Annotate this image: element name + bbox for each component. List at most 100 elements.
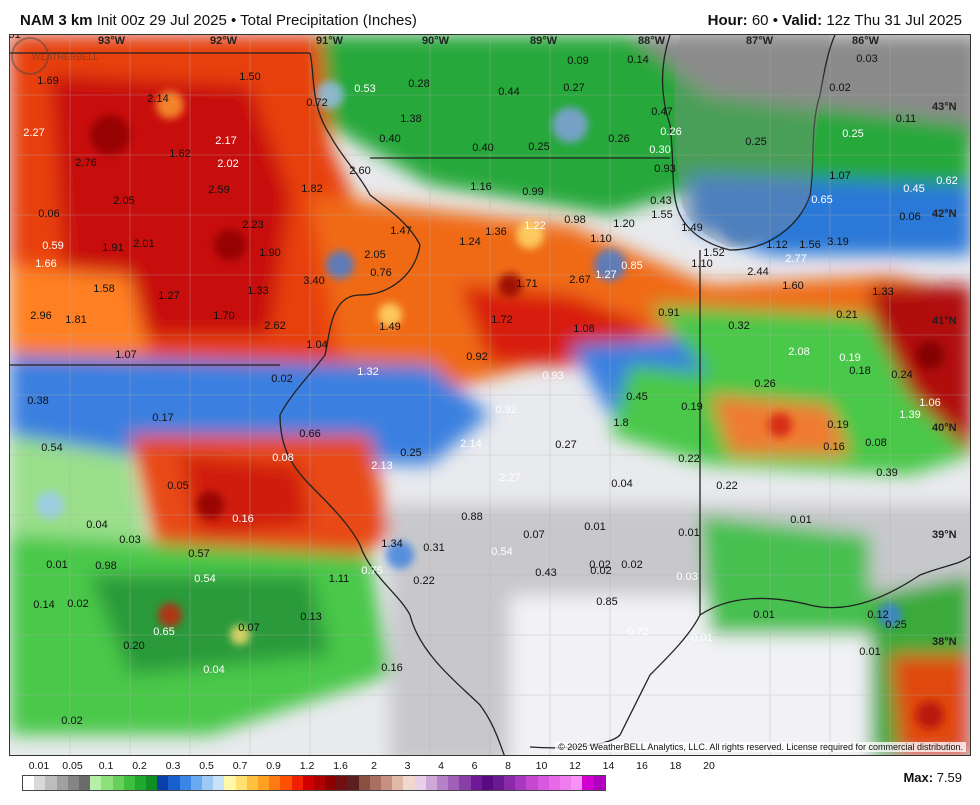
precip-value: 1.07 (829, 170, 851, 182)
precip-value: 0.22 (678, 453, 700, 465)
precip-value: 2.27 (23, 127, 45, 139)
precip-value: 0.76 (370, 267, 392, 279)
colorbar-cell (336, 776, 348, 790)
precip-value: 0.93 (542, 370, 564, 382)
latitude-label: 39°N (932, 529, 957, 541)
colorbar-cell (470, 776, 482, 790)
precip-value: 0.09 (567, 55, 589, 67)
precip-value: 1.07 (115, 349, 137, 361)
precip-value: 0.26 (660, 126, 682, 138)
colorbar-cell (179, 776, 191, 790)
colorbar-cell (582, 776, 594, 790)
valid-bullet: • (772, 12, 778, 29)
precip-value: 0.02 (61, 715, 83, 727)
precip-value: 0.54 (194, 573, 216, 585)
latitude-label: 38°N (932, 636, 957, 648)
colorbar-tick-label: 16 (636, 760, 648, 772)
colorbar-cell (537, 776, 549, 790)
precip-value: 1.49 (681, 222, 703, 234)
colorbar-cell (56, 776, 68, 790)
colorbar-cell (134, 776, 147, 790)
colorbar-cell (515, 776, 527, 790)
precip-value: 0.66 (299, 428, 321, 440)
colorbar-tick-label: 0.2 (132, 760, 147, 772)
colorbar-tick-label: 1.2 (299, 760, 315, 772)
precip-value: 2.77 (785, 253, 807, 265)
colorbar-cell (67, 776, 79, 790)
colorbar-tick-label: 2 (371, 760, 377, 772)
precip-value: 1.62 (169, 148, 191, 160)
precip-value: 0.26 (608, 133, 630, 145)
precip-value: 0.20 (123, 640, 145, 652)
precip-value: 0.25 (842, 128, 864, 140)
precip-value: 0.03 (856, 53, 878, 65)
colorbar-cell (560, 776, 572, 790)
precip-value: 0.25 (885, 619, 907, 631)
precip-value: 0.01 (678, 527, 700, 539)
valid-value: 12z Thu 31 Jul 2025 (826, 12, 962, 29)
precip-value: 1.55 (651, 209, 673, 221)
precip-value: 1.58 (93, 283, 115, 295)
colorbar-cell (403, 776, 415, 790)
precip-value: 0.31 (423, 542, 445, 554)
valid-label: Valid: (782, 12, 823, 29)
precip-value: 0.92 (466, 351, 488, 363)
precip-value: 0.03 (676, 571, 698, 583)
precip-value: 0.47 (651, 106, 673, 118)
precip-value: 0.14 (33, 599, 55, 611)
precip-value: 2.01 (133, 238, 155, 250)
precip-value: 0.25 (745, 136, 767, 148)
precip-value: 0.45 (626, 391, 648, 403)
colorbar-cell (257, 776, 270, 790)
precip-value: 0.57 (188, 548, 210, 560)
precip-value: 0.16 (381, 662, 403, 674)
title-bullet: • (230, 12, 237, 29)
precip-value: 1.81 (65, 314, 87, 326)
longitude-label: 92°W (210, 35, 238, 47)
precip-value: 0.98 (564, 214, 586, 226)
precip-colorbar (22, 775, 606, 791)
precip-value: 0.62 (936, 175, 958, 187)
precip-value: 2.14 (147, 93, 169, 105)
longitude-label: 89°W (530, 35, 558, 47)
colorbar-tick-label: 0.05 (62, 760, 83, 772)
colorbar-cell (548, 776, 560, 790)
precip-value: 1.49 (379, 321, 401, 333)
weatherbell-logo: WEATHERBELL (11, 37, 98, 75)
precip-value: 0.02 (829, 82, 851, 94)
precip-value: 0.65 (153, 626, 175, 638)
longitude-label: 86°W (852, 35, 880, 47)
precip-value: 0.53 (354, 83, 376, 95)
colorbar-cell (269, 776, 281, 790)
longitude-label: 90°W (422, 35, 450, 47)
longitude-label: 91°W (316, 35, 344, 47)
colorbar-cell (492, 776, 505, 790)
chart-title: NAM 3 km Init 00z 29 Jul 2025 • Total Pr… (20, 12, 417, 29)
precip-value: 0.08 (272, 452, 294, 464)
colorbar-tick-label: 0.9 (266, 760, 281, 772)
field-name: Total Precipitation (Inches) (240, 12, 417, 29)
colorbar-cell (381, 776, 393, 790)
precip-value: 0.22 (413, 575, 435, 587)
precip-value: 1.66 (35, 258, 57, 270)
colorbar-cell (593, 776, 605, 790)
colorbar-cell (571, 776, 583, 790)
colorbar-cell (526, 776, 538, 790)
precip-value: 1.71 (516, 278, 538, 290)
precip-value: 2.62 (264, 320, 286, 332)
precip-value: 1.90 (259, 247, 281, 259)
precip-value: 0.02 (589, 559, 611, 571)
precip-value: 1.12 (766, 239, 788, 251)
colorbar-cell (78, 776, 91, 790)
precip-value: 0.02 (67, 598, 89, 610)
precip-value: 0.99 (522, 186, 544, 198)
map-field (10, 35, 970, 755)
precip-value: 1.70 (213, 310, 235, 322)
colorbar-cell (448, 776, 460, 790)
precip-value: 1.32 (357, 366, 379, 378)
colorbar-tick-label: 12 (569, 760, 581, 772)
precip-value: 0.27 (555, 439, 577, 451)
precip-value: 0.14 (627, 54, 649, 66)
colorbar-cell (213, 776, 225, 790)
precip-value: 3.40 (303, 275, 325, 287)
